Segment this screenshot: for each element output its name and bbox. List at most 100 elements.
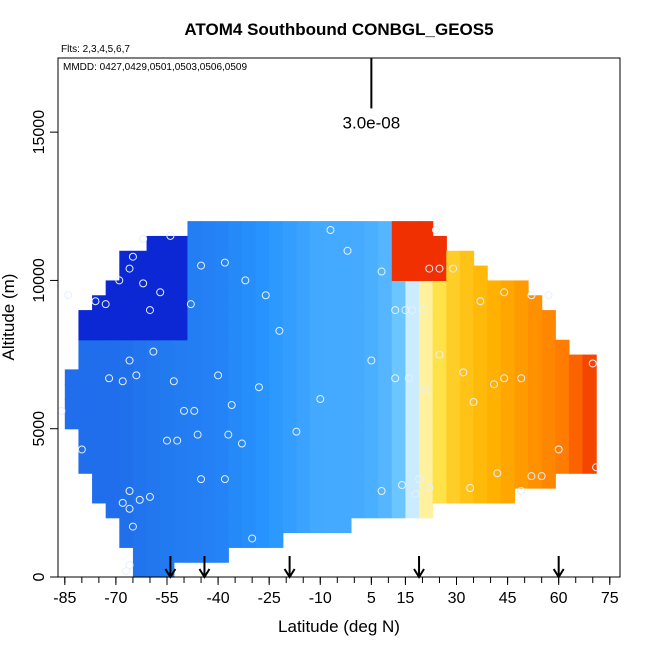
curtain-cell [446, 458, 461, 474]
curtain-cell [255, 413, 270, 430]
curtain-cell [146, 265, 161, 282]
curtain-cell [214, 339, 229, 356]
curtain-cell [132, 562, 148, 578]
sample-marker [435, 264, 444, 273]
sample-marker [125, 561, 134, 570]
curtain-cell [323, 473, 338, 489]
curtain-cell [405, 458, 420, 474]
curtain-cell [310, 280, 325, 296]
curtain-cell [364, 502, 379, 519]
curtain-cell [119, 458, 134, 474]
curtain-cell [337, 399, 352, 415]
y-tick-label: 0 [31, 572, 48, 581]
curtain-cell [241, 265, 257, 282]
curtain-cell [187, 280, 202, 296]
curtain-cell [350, 369, 366, 385]
curtain-cell [378, 280, 393, 296]
curtain-cell [337, 339, 352, 356]
sample-marker [186, 300, 195, 309]
sample-marker [449, 264, 458, 273]
curtain-cell [432, 265, 447, 282]
curtain-cell [378, 235, 393, 252]
curtain-cell [528, 295, 543, 311]
curtain-cell [350, 280, 366, 296]
curtain-cell [391, 413, 407, 430]
curtain-cell [132, 354, 148, 370]
curtain-cell [500, 295, 516, 311]
curtain-cell [187, 310, 202, 326]
curtain-cell [405, 310, 420, 326]
curtain-cell [323, 458, 338, 474]
curtain-cell [173, 369, 189, 385]
curtain-cell [446, 310, 461, 326]
curtain-cell [432, 324, 447, 341]
sample-marker [493, 469, 502, 478]
curtain-cell [214, 547, 229, 563]
curtain-cell [500, 384, 516, 400]
curtain-cell [446, 295, 461, 311]
curtain-cell [487, 310, 502, 326]
curtain-cell [296, 339, 311, 356]
curtain-cell [323, 250, 338, 267]
curtain-cell [541, 369, 556, 385]
curtain-cell [119, 280, 134, 296]
curtain-cell [132, 532, 148, 548]
curtain-cell [487, 369, 502, 385]
curtain-cell [201, 413, 216, 430]
curtain-cell [282, 413, 298, 430]
curtain-cell [241, 473, 257, 489]
curtain-cell [391, 428, 407, 445]
curtain-cell [132, 339, 148, 356]
curtain-cell [201, 488, 216, 504]
curtain-cell [201, 369, 216, 385]
curtain-cell [487, 384, 502, 400]
sample-marker [224, 430, 233, 439]
curtain-cell [337, 384, 352, 400]
curtain-cell [173, 250, 189, 267]
curtain-cell [473, 384, 488, 400]
curtain-cell [160, 532, 175, 548]
curtain-cell [214, 280, 229, 296]
x-tick-label: -55 [155, 590, 178, 607]
curtain-cell [201, 221, 216, 237]
curtain-cell [146, 235, 161, 252]
curtain-cell [173, 280, 189, 296]
curtain-cell [214, 532, 229, 548]
curtain-cell [364, 413, 379, 430]
curtain-cell [119, 295, 134, 311]
curtain-cell [310, 517, 325, 534]
curtain-cell [337, 265, 352, 282]
curtain-cell [241, 310, 257, 326]
sample-marker [500, 288, 509, 297]
sample-marker [101, 300, 110, 309]
curtain-cell [132, 413, 148, 430]
curtain-cell [241, 221, 257, 237]
sample-marker [248, 534, 257, 543]
curtain-cell [350, 399, 366, 415]
sample-marker [118, 498, 127, 507]
curtain-cell [310, 324, 325, 341]
curtain-cell [105, 428, 120, 445]
curtain-cell [432, 428, 447, 445]
curtain-cell [269, 488, 284, 504]
curtain-cell [310, 295, 325, 311]
curtain-cell [405, 295, 420, 311]
curtain-cell [514, 310, 529, 326]
curtain-cell [459, 295, 475, 311]
flight-arrow [413, 556, 425, 579]
curtain-cell [64, 384, 80, 400]
curtain-cell [92, 399, 107, 415]
curtain-cell [187, 517, 202, 534]
curtain-cell [364, 428, 379, 445]
sample-marker [326, 226, 335, 235]
curtain-cell [541, 443, 556, 459]
curtain-cell [160, 295, 175, 311]
curtain-cell [323, 488, 338, 504]
curtain-cell [296, 354, 311, 370]
curtain-cell [514, 369, 529, 385]
curtain-cell [541, 399, 556, 415]
curtain-cell [419, 458, 434, 474]
curtain-cell [405, 324, 420, 341]
curtain-cell [378, 369, 393, 385]
curtain-cell [432, 443, 447, 459]
